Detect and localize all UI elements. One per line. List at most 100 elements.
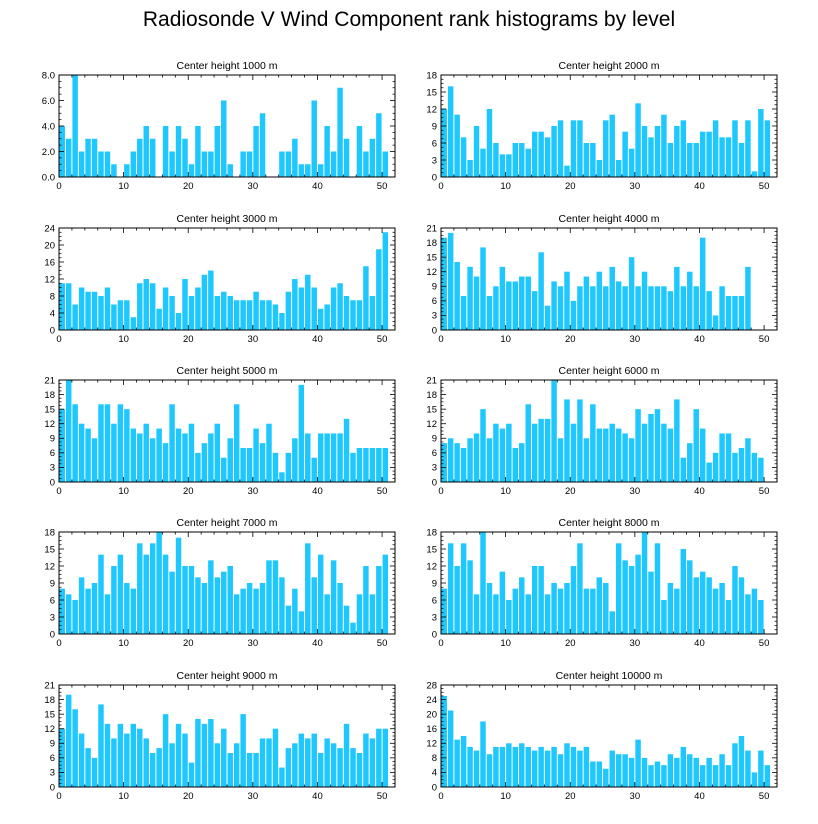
histogram-bar	[557, 120, 564, 177]
histogram-bar	[596, 577, 603, 634]
histogram-bar	[693, 286, 699, 330]
histogram-bar	[169, 743, 175, 787]
histogram-bar	[227, 566, 233, 634]
histogram-bar	[564, 165, 570, 177]
histogram-bar	[382, 151, 389, 177]
histogram-bar	[272, 452, 279, 482]
y-tick-label: 21	[44, 680, 55, 691]
histogram-bar	[104, 404, 111, 482]
histogram-bar	[441, 695, 447, 787]
histogram-bar	[693, 757, 699, 787]
x-tick-label: 10	[118, 638, 129, 649]
y-tick-label: 12	[44, 419, 55, 430]
histogram-bar	[596, 428, 603, 482]
histogram-bar	[195, 287, 201, 330]
histogram-bar	[615, 543, 622, 634]
histogram-bar	[330, 287, 337, 330]
histogram-bar	[699, 131, 706, 177]
histogram-bar	[557, 588, 564, 634]
panel-10: Center height 10000 m 0 10 20 30 40 50 0 4 8 12 16 2…	[426, 670, 778, 802]
histogram-bar	[240, 714, 246, 787]
histogram-bar	[577, 120, 583, 177]
histogram-bar	[583, 143, 590, 177]
histogram-bar	[635, 409, 641, 482]
histogram-bar	[506, 281, 512, 330]
histogram-bar	[324, 433, 330, 482]
histogram-bar	[699, 765, 706, 787]
histogram-bar	[195, 452, 201, 482]
histogram-bar	[376, 448, 382, 482]
x-tick-label: 0	[438, 638, 443, 649]
x-tick-label: 0	[56, 334, 61, 345]
histogram-bar	[648, 137, 654, 177]
histogram-bar	[124, 733, 130, 787]
histogram-bar	[544, 418, 551, 482]
histogram-bar	[85, 291, 91, 330]
histogram-bar	[499, 154, 506, 177]
histogram-bar	[111, 566, 117, 634]
x-tick-label: 20	[565, 181, 576, 192]
histogram-bar	[350, 748, 356, 787]
histogram-bar	[712, 315, 719, 330]
y-tick-label: 12	[426, 561, 437, 572]
histogram-bar	[712, 120, 719, 177]
histogram-bar	[603, 768, 609, 787]
histogram-bar	[382, 554, 389, 634]
histogram-bar	[551, 281, 557, 330]
histogram-bar	[538, 131, 544, 177]
histogram-bar	[577, 286, 583, 330]
histogram-bar	[512, 281, 519, 330]
histogram-bar	[615, 754, 622, 787]
histogram-bar	[208, 151, 214, 177]
histogram-bar	[712, 588, 719, 634]
histogram-bar	[376, 249, 382, 330]
histogram-bar	[473, 276, 480, 330]
histogram-bar	[745, 594, 751, 634]
histogram-bar	[486, 754, 493, 787]
panel-3: Center height 3000 m 0 10 20 30 40 50 0 4 8 12 16 20…	[44, 213, 396, 345]
histogram-bar	[758, 457, 764, 482]
histogram-bar	[324, 126, 330, 177]
histogram-bar	[447, 438, 454, 482]
histogram-bar	[648, 571, 654, 634]
histogram-bar	[317, 753, 324, 787]
histogram-bar	[519, 743, 525, 787]
histogram-bar	[609, 750, 615, 787]
histogram-bar	[188, 423, 195, 482]
x-tick-label: 30	[248, 181, 259, 192]
histogram-bar	[337, 87, 343, 177]
histogram-bar	[330, 433, 337, 482]
histogram-bar	[590, 143, 596, 177]
histogram-bar	[91, 138, 98, 177]
histogram-bar	[130, 723, 137, 787]
histogram-bar	[72, 600, 78, 634]
y-tick-label: 21	[44, 375, 55, 386]
histogram-bar	[227, 164, 233, 177]
x-tick-label: 40	[312, 486, 323, 497]
y-tick-label: 28	[426, 680, 437, 691]
y-tick-label: 9	[50, 578, 55, 589]
histogram-bar	[201, 443, 208, 482]
panel-title: Center height 6000 m	[559, 365, 660, 377]
y-tick-label: 0.0	[42, 172, 55, 183]
histogram-bar	[201, 151, 208, 177]
histogram-bar	[635, 554, 641, 634]
x-tick-label: 10	[118, 791, 129, 802]
y-tick-label: 15	[426, 404, 437, 415]
histogram-bar	[557, 286, 564, 330]
histogram-bar	[725, 433, 732, 482]
histogram-bar	[609, 423, 615, 482]
histogram-bar	[221, 728, 227, 787]
histogram-bar	[65, 283, 72, 330]
histogram-bar	[486, 109, 493, 177]
histogram-bar	[85, 428, 91, 482]
histogram-bar	[240, 151, 246, 177]
histogram-bar	[751, 171, 758, 177]
histogram-bar	[279, 313, 285, 330]
histogram-bar	[91, 583, 98, 634]
histogram-bar	[382, 448, 389, 482]
y-tick-label: 18	[44, 695, 55, 706]
histogram-bar	[674, 757, 680, 787]
histogram-bar	[188, 296, 195, 330]
histogram-bar	[305, 164, 311, 177]
